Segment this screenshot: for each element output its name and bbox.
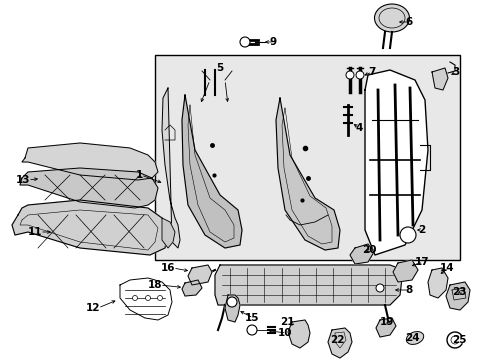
Polygon shape xyxy=(327,328,351,358)
Polygon shape xyxy=(162,218,175,248)
Polygon shape xyxy=(431,68,447,90)
Text: 10: 10 xyxy=(278,328,292,338)
Circle shape xyxy=(375,284,383,292)
Text: 13: 13 xyxy=(16,175,30,185)
Text: 3: 3 xyxy=(451,67,458,77)
Circle shape xyxy=(240,37,249,47)
Text: 12: 12 xyxy=(85,303,100,313)
Ellipse shape xyxy=(378,8,404,28)
Text: 5: 5 xyxy=(216,63,223,73)
Text: 1: 1 xyxy=(136,170,142,180)
Polygon shape xyxy=(275,98,339,250)
Polygon shape xyxy=(187,265,212,285)
Text: 23: 23 xyxy=(451,287,466,297)
Ellipse shape xyxy=(374,4,408,32)
Polygon shape xyxy=(375,318,395,337)
Text: 22: 22 xyxy=(329,335,344,345)
Circle shape xyxy=(226,297,237,307)
Polygon shape xyxy=(182,280,202,296)
Polygon shape xyxy=(162,88,180,248)
Text: 11: 11 xyxy=(27,227,42,237)
Text: 4: 4 xyxy=(354,123,362,133)
Text: 17: 17 xyxy=(414,257,429,267)
Circle shape xyxy=(145,296,150,301)
Bar xyxy=(155,55,459,260)
Polygon shape xyxy=(22,143,158,180)
Polygon shape xyxy=(427,268,447,298)
Circle shape xyxy=(246,325,257,335)
Polygon shape xyxy=(445,282,469,310)
Polygon shape xyxy=(224,295,240,322)
Polygon shape xyxy=(215,265,401,305)
Polygon shape xyxy=(120,278,172,320)
Text: 9: 9 xyxy=(269,37,277,47)
Text: 2: 2 xyxy=(417,225,425,235)
Polygon shape xyxy=(364,70,427,255)
Text: 20: 20 xyxy=(361,245,376,255)
Circle shape xyxy=(132,296,137,301)
Polygon shape xyxy=(392,260,417,282)
Circle shape xyxy=(346,71,353,79)
Circle shape xyxy=(399,227,415,243)
Text: 14: 14 xyxy=(439,263,454,273)
Circle shape xyxy=(355,71,363,79)
Text: 25: 25 xyxy=(451,335,466,345)
Polygon shape xyxy=(287,320,309,348)
Polygon shape xyxy=(20,168,158,208)
Circle shape xyxy=(157,296,162,301)
Text: 15: 15 xyxy=(244,313,259,323)
Text: 24: 24 xyxy=(404,333,419,343)
Polygon shape xyxy=(349,244,373,264)
Text: 16: 16 xyxy=(160,263,175,273)
Text: 8: 8 xyxy=(404,285,411,295)
Text: 21: 21 xyxy=(280,317,294,327)
Polygon shape xyxy=(12,200,168,255)
Text: 18: 18 xyxy=(147,280,162,290)
Text: 7: 7 xyxy=(367,67,375,77)
Text: 6: 6 xyxy=(404,17,411,27)
Ellipse shape xyxy=(406,332,423,345)
Text: 19: 19 xyxy=(379,317,393,327)
Polygon shape xyxy=(182,95,242,248)
